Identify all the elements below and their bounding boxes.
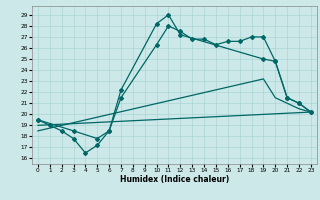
X-axis label: Humidex (Indice chaleur): Humidex (Indice chaleur) (120, 175, 229, 184)
